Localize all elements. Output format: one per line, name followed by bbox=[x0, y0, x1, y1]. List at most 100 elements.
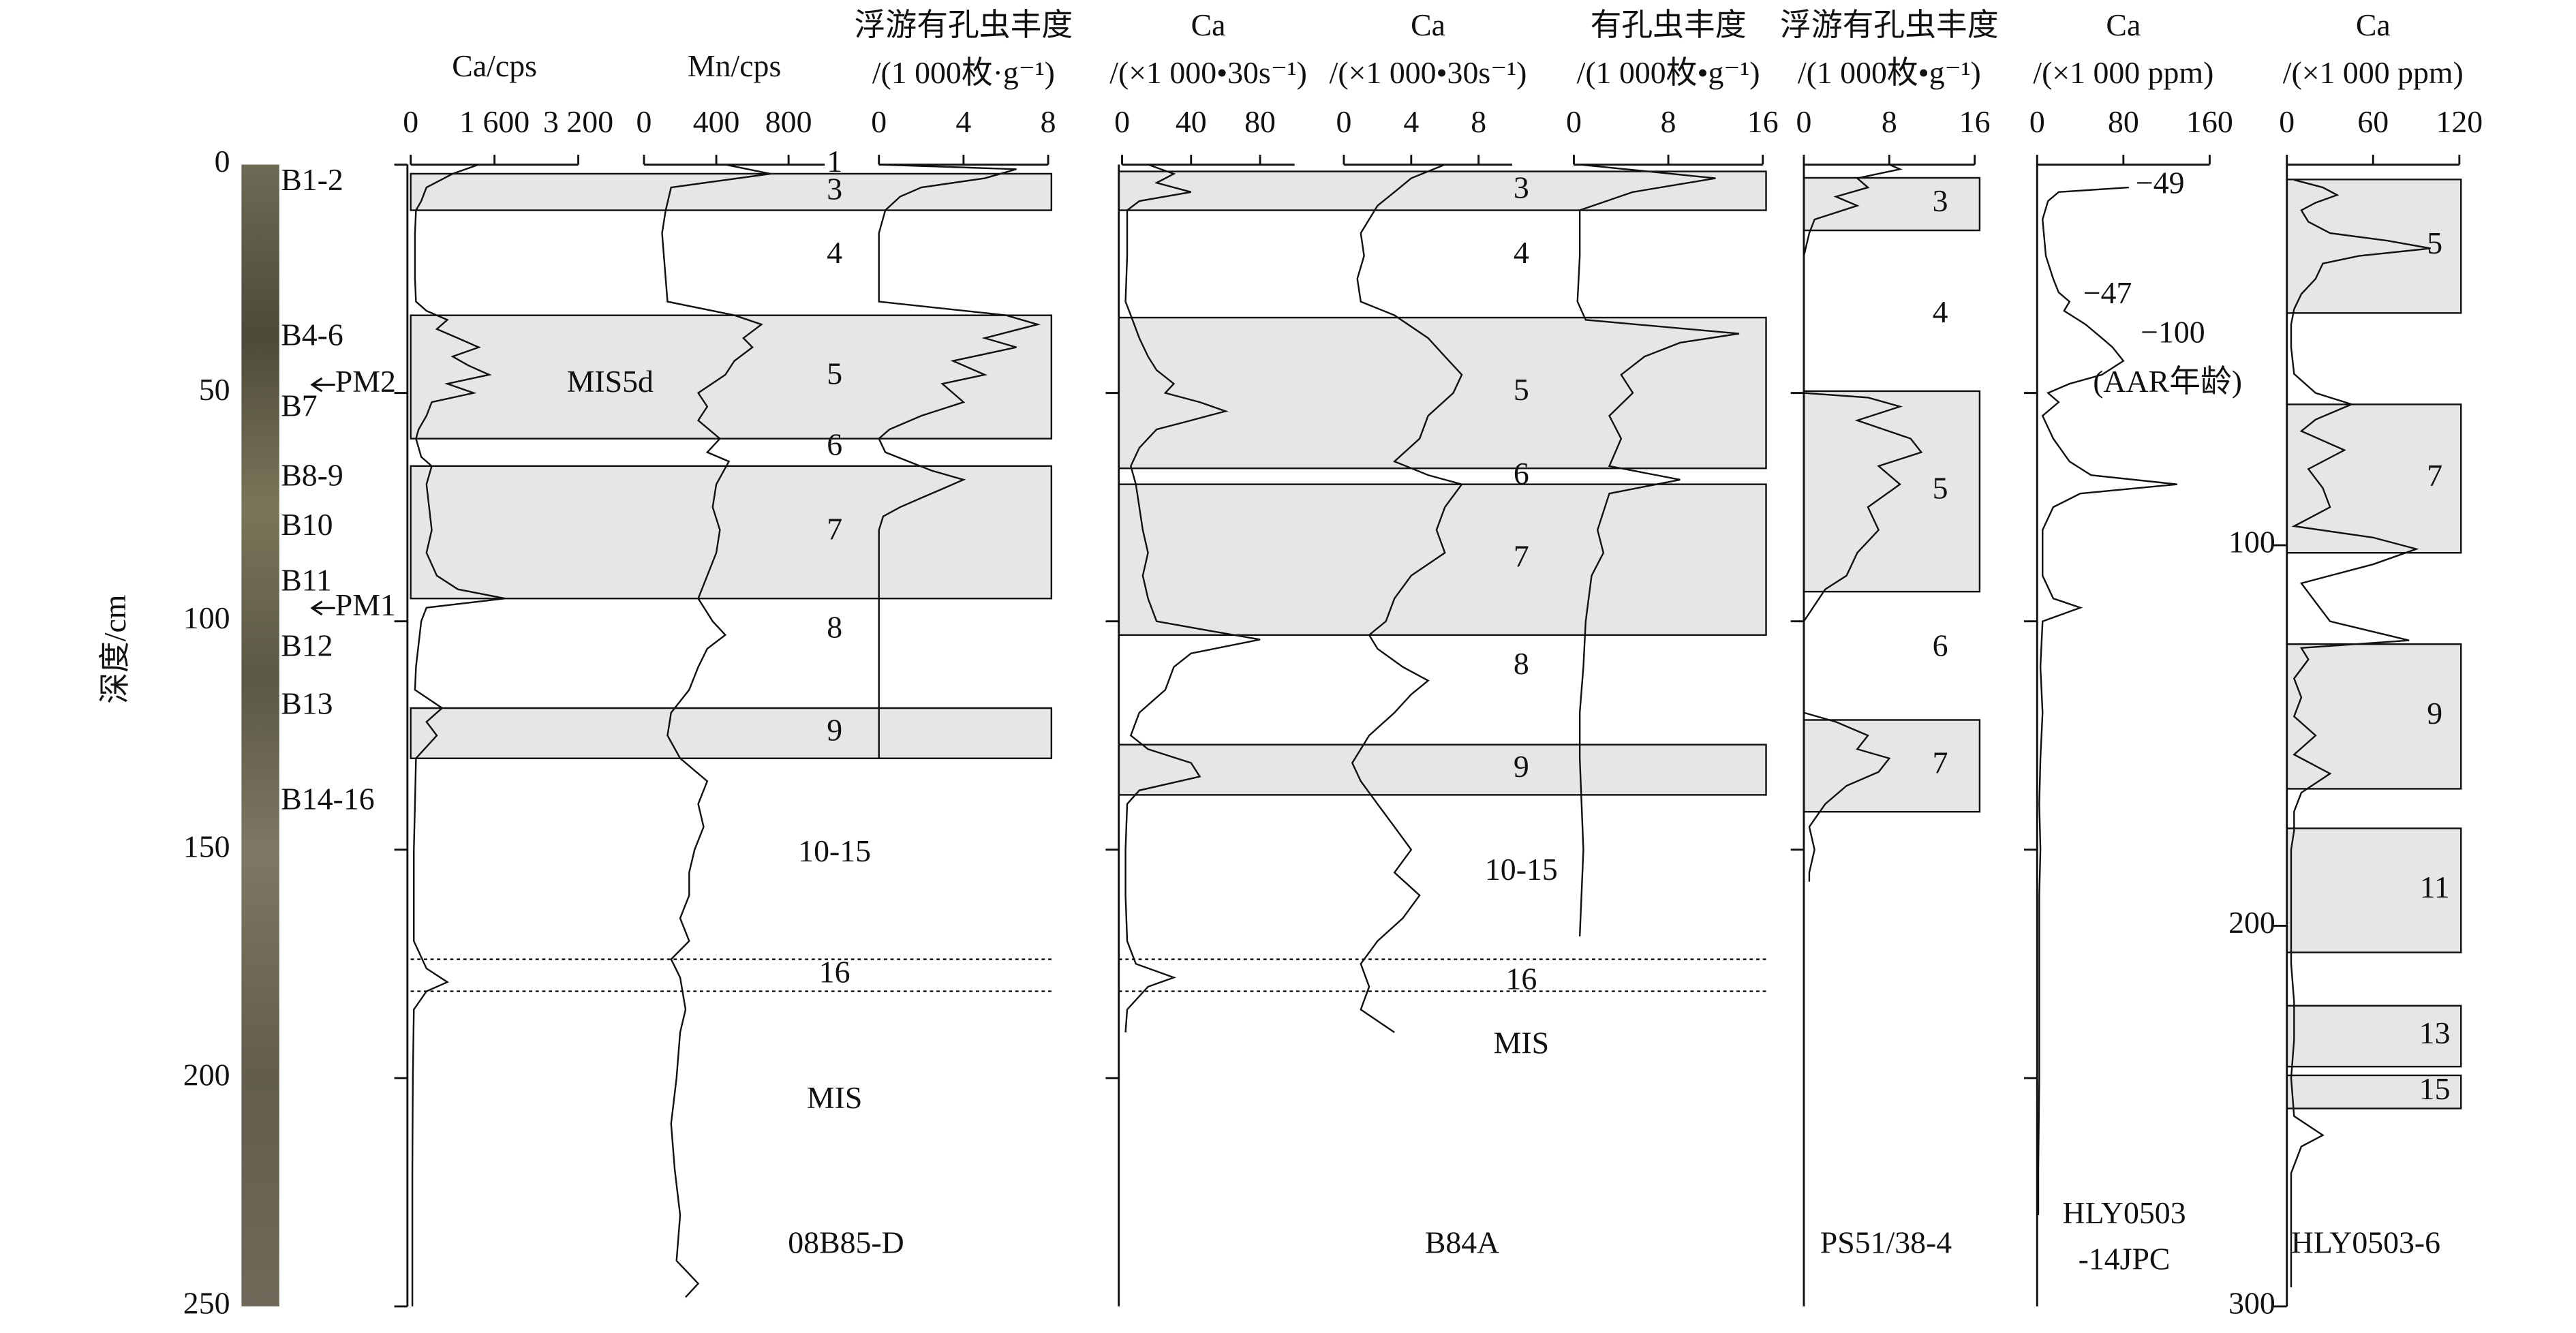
track-title: 浮游有孔虫丰度 bbox=[855, 7, 1073, 42]
mis-interval bbox=[1118, 316, 1767, 470]
mis-label: 7 bbox=[2427, 458, 2442, 493]
mis-label: 5 bbox=[827, 356, 842, 391]
mis-interval bbox=[410, 314, 1053, 440]
mis-label: 16 bbox=[819, 955, 850, 990]
x-tick-label: 80 bbox=[1244, 104, 1276, 139]
mis-label: 4 bbox=[827, 235, 842, 270]
x-tick-label: 8 bbox=[1882, 104, 1897, 139]
mis-label: 9 bbox=[1514, 749, 1529, 784]
depth-tick-label: 250 bbox=[183, 1285, 230, 1320]
depth-tick-label: 100 bbox=[183, 600, 230, 635]
mis-label: 5 bbox=[1514, 372, 1529, 407]
core-name: -14JPC bbox=[2079, 1241, 2171, 1276]
sample-label: B7 bbox=[281, 388, 317, 423]
x-tick-label: 8 bbox=[1661, 104, 1676, 139]
data-curve bbox=[2037, 186, 2178, 1215]
core-name: PS51/38-4 bbox=[1820, 1225, 1952, 1259]
mis-interval bbox=[1118, 170, 1767, 211]
track-title: /(1 000枚•g⁻¹) bbox=[1798, 55, 1981, 90]
mis-interval bbox=[2286, 643, 2462, 790]
x-tick-label: 0 bbox=[1796, 104, 1812, 139]
x-tick-label: 16 bbox=[1959, 104, 1991, 139]
x-tick-label: 1 600 bbox=[459, 104, 530, 139]
mis-label: MIS bbox=[807, 1080, 862, 1115]
age-annotation: −100 bbox=[2141, 315, 2205, 350]
mis-interval bbox=[1118, 744, 1767, 796]
sample-label: B11 bbox=[281, 563, 332, 598]
mis-label: 7 bbox=[1933, 745, 1948, 780]
age-annotation: −47 bbox=[2083, 275, 2132, 310]
x-tick-label: 400 bbox=[693, 104, 740, 139]
mis-label: MIS bbox=[1494, 1025, 1549, 1060]
x-tick-label: 0 bbox=[1336, 104, 1352, 139]
marker-label: PM2 bbox=[335, 364, 396, 399]
data-curve bbox=[1576, 164, 1740, 937]
track-title: /(1 000枚·g⁻¹) bbox=[872, 55, 1055, 90]
core-name: 08B85-D bbox=[788, 1225, 904, 1259]
mis-label: 11 bbox=[2420, 870, 2450, 904]
x-tick-label: 16 bbox=[1747, 104, 1779, 139]
mis-label: 13 bbox=[2419, 1015, 2451, 1050]
track-title: Ca/cps bbox=[452, 48, 537, 83]
depth-tick-label: 300 bbox=[2228, 1285, 2275, 1320]
mis-interval bbox=[2286, 1005, 2462, 1068]
mis-label: 5 bbox=[1933, 471, 1948, 506]
x-tick-label: 0 bbox=[2029, 104, 2045, 139]
track-title: Ca bbox=[1411, 7, 1445, 42]
sample-label: B14-16 bbox=[281, 782, 374, 816]
mis-label: 7 bbox=[827, 512, 842, 547]
mis-interval bbox=[2286, 179, 2462, 314]
x-tick-label: 8 bbox=[1041, 104, 1056, 139]
depth-tick-label: 200 bbox=[183, 1057, 230, 1092]
x-tick-label: 0 bbox=[871, 104, 887, 139]
track-title: /(1 000枚•g⁻¹) bbox=[1577, 55, 1760, 90]
mis-label: 5 bbox=[2427, 226, 2442, 260]
mis-label: 9 bbox=[827, 712, 842, 747]
mis-interval bbox=[1118, 483, 1767, 637]
x-tick-label: 80 bbox=[2108, 104, 2139, 139]
marker-arrow bbox=[310, 600, 335, 616]
x-tick-label: 4 bbox=[955, 104, 971, 139]
x-tick-label: 4 bbox=[1403, 104, 1419, 139]
track-title: /(×1 000•30s⁻¹) bbox=[1330, 55, 1527, 90]
y-axis-label: 深度/cm bbox=[97, 595, 132, 704]
track-title: Ca bbox=[2356, 7, 2391, 42]
x-tick-label: 40 bbox=[1176, 104, 1207, 139]
sample-label: B10 bbox=[281, 507, 333, 542]
data-curve bbox=[1803, 164, 1923, 882]
mis-label: 15 bbox=[2419, 1071, 2451, 1106]
mis-label: 8 bbox=[1514, 646, 1529, 681]
mis-label: 3 bbox=[1933, 183, 1948, 218]
x-tick-label: 3 200 bbox=[543, 104, 613, 139]
mis-interval bbox=[1803, 390, 1981, 593]
track-title: 浮游有孔虫丰度 bbox=[1780, 7, 1999, 42]
mis-label: 10-15 bbox=[1485, 852, 1558, 887]
mis-label: 6 bbox=[1514, 456, 1529, 491]
track-title: /(×1 000 ppm) bbox=[2283, 55, 2464, 90]
core-name: HLY0503 bbox=[2062, 1195, 2186, 1230]
sample-label: B12 bbox=[281, 628, 333, 662]
sample-label: B1-2 bbox=[281, 162, 343, 197]
x-tick-label: 800 bbox=[765, 104, 812, 139]
mis-label: 1 bbox=[827, 144, 842, 179]
core-name: B84A bbox=[1425, 1225, 1499, 1259]
mis-interval bbox=[2286, 1074, 2462, 1109]
marker-arrow bbox=[310, 377, 335, 393]
mis-interval bbox=[1803, 719, 1981, 813]
track-title: Ca bbox=[1191, 7, 1226, 42]
sample-label: B8-9 bbox=[281, 457, 343, 492]
mis-interval bbox=[1803, 177, 1981, 232]
mis-label: 8 bbox=[827, 610, 842, 645]
x-tick-label: 0 bbox=[1566, 104, 1582, 139]
depth-tick-label: 200 bbox=[2228, 905, 2275, 940]
sample-label: B4-6 bbox=[281, 318, 343, 352]
mis-label: 3 bbox=[1514, 170, 1529, 205]
core-image bbox=[241, 164, 279, 1306]
data-curve bbox=[661, 164, 771, 1298]
data-curve bbox=[2290, 179, 2431, 1288]
core-name: HLY0503-6 bbox=[2291, 1225, 2440, 1259]
depth-tick-label: 0 bbox=[215, 144, 230, 179]
track-title: /(×1 000•30s⁻¹) bbox=[1109, 55, 1307, 90]
